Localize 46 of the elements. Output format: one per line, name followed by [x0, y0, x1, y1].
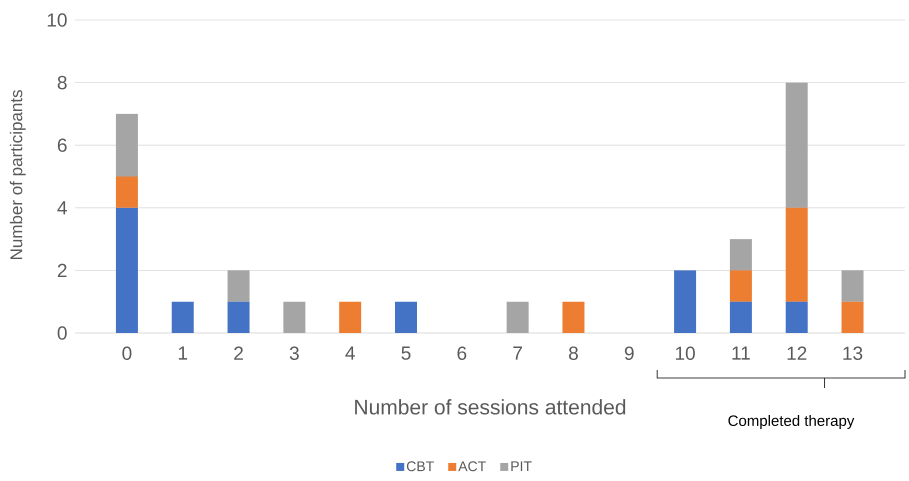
bar	[786, 208, 808, 302]
x-tick-label: 7	[513, 346, 522, 360]
x-tick-label: 5	[401, 346, 410, 360]
legend-label: ACT	[458, 461, 486, 472]
y-tick-label: 0	[58, 326, 67, 340]
bar	[228, 302, 250, 333]
y-tick-label: 8	[58, 76, 67, 90]
bar	[842, 270, 864, 302]
y-axis-title: Number of participants	[10, 90, 26, 260]
bar	[283, 302, 306, 333]
text: Completed therapy	[728, 414, 854, 429]
bar	[786, 82, 808, 208]
bar	[228, 270, 250, 302]
x-tick-label: 0	[122, 346, 132, 360]
x-tick-label: 2	[234, 346, 243, 360]
bar	[116, 176, 138, 208]
bar	[674, 270, 696, 333]
bar	[730, 270, 752, 302]
y-tick-label: 10	[48, 13, 67, 27]
x-axis-title: Number of sessions attended	[355, 399, 626, 415]
y-tick-label: 4	[57, 201, 67, 214]
x-tick-label: 12	[788, 346, 806, 360]
x-tick-label: 13	[843, 346, 862, 360]
x-tick-label: 11	[732, 346, 750, 360]
y-tick-label: 6	[58, 138, 67, 152]
legend-label: PIT	[511, 461, 532, 472]
x-tick-label: 1	[178, 346, 188, 360]
bar	[842, 302, 864, 333]
x-tick-label: 10	[676, 346, 695, 360]
bar	[562, 302, 584, 333]
bar	[730, 302, 752, 333]
bar	[786, 302, 808, 333]
legend-label: CBT	[406, 461, 434, 472]
x-tick-label: 3	[290, 346, 299, 360]
bar	[506, 302, 529, 333]
bar	[172, 302, 194, 333]
bar	[339, 302, 362, 333]
x-tick-label: 6	[457, 346, 466, 360]
bar	[730, 239, 752, 270]
bar	[395, 302, 417, 333]
x-tick-label: 4	[345, 346, 355, 360]
y-tick-label: 2	[58, 264, 67, 278]
bar	[116, 114, 138, 176]
x-tick-label: 8	[569, 346, 578, 360]
bar	[116, 208, 138, 333]
x-tick-label: 9	[624, 346, 634, 360]
